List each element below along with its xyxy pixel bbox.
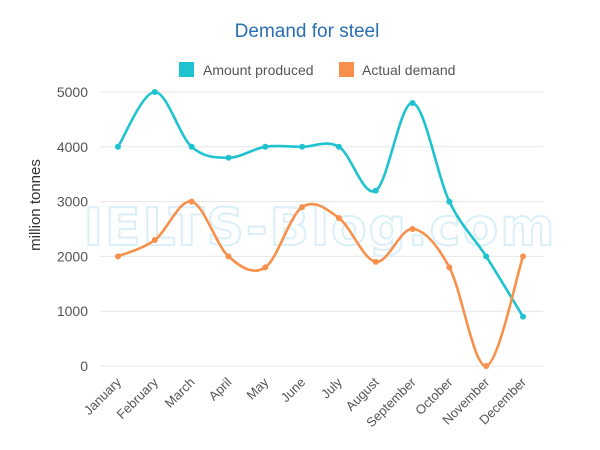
data-point xyxy=(372,258,379,265)
data-point xyxy=(225,154,232,161)
data-point xyxy=(299,143,306,150)
series-group xyxy=(115,89,526,369)
data-point xyxy=(520,313,526,320)
data-point xyxy=(409,226,416,232)
data-point xyxy=(262,143,269,150)
y-axis-label: million tonnes xyxy=(27,159,44,251)
y-axis-ticks: 0 1000 2000 3000 4000 5000 xyxy=(57,84,88,374)
data-point xyxy=(483,253,490,260)
watermark-text: IELTS-Blog.com xyxy=(84,198,557,258)
y-tick-label: 4000 xyxy=(57,139,88,155)
y-tick-label: 0 xyxy=(80,358,88,374)
x-tick-label: February xyxy=(114,374,162,422)
legend-swatch xyxy=(339,62,354,77)
data-point xyxy=(335,143,342,150)
data-point xyxy=(520,253,526,260)
data-point xyxy=(115,143,121,150)
data-point xyxy=(446,198,453,205)
data-point xyxy=(188,198,195,205)
legend-swatch xyxy=(179,62,194,77)
data-point xyxy=(262,264,269,271)
y-tick-label: 2000 xyxy=(57,248,88,264)
data-point xyxy=(151,236,158,243)
data-point xyxy=(446,264,453,271)
data-point xyxy=(372,187,379,194)
x-tick-label: March xyxy=(162,375,198,411)
grid-lines xyxy=(100,91,543,367)
data-point xyxy=(188,143,195,150)
chart-title: Demand for steel xyxy=(235,21,380,42)
data-point xyxy=(335,215,342,222)
legend-label: Amount produced xyxy=(203,62,314,78)
data-point xyxy=(115,253,121,260)
data-point xyxy=(409,99,416,106)
data-point xyxy=(151,89,158,95)
data-point xyxy=(225,253,232,260)
y-tick-label: 3000 xyxy=(57,194,88,210)
x-tick-label: June xyxy=(278,375,309,406)
data-point xyxy=(483,363,490,369)
x-tick-label: April xyxy=(206,374,235,403)
x-tick-label: May xyxy=(243,374,271,402)
legend-label: Actual demand xyxy=(362,62,455,78)
x-tick-label: July xyxy=(318,374,345,401)
y-tick-label: 5000 xyxy=(57,84,88,100)
legend: Amount produced Actual demand xyxy=(179,62,455,78)
data-point xyxy=(299,204,306,211)
y-tick-label: 1000 xyxy=(57,303,88,319)
